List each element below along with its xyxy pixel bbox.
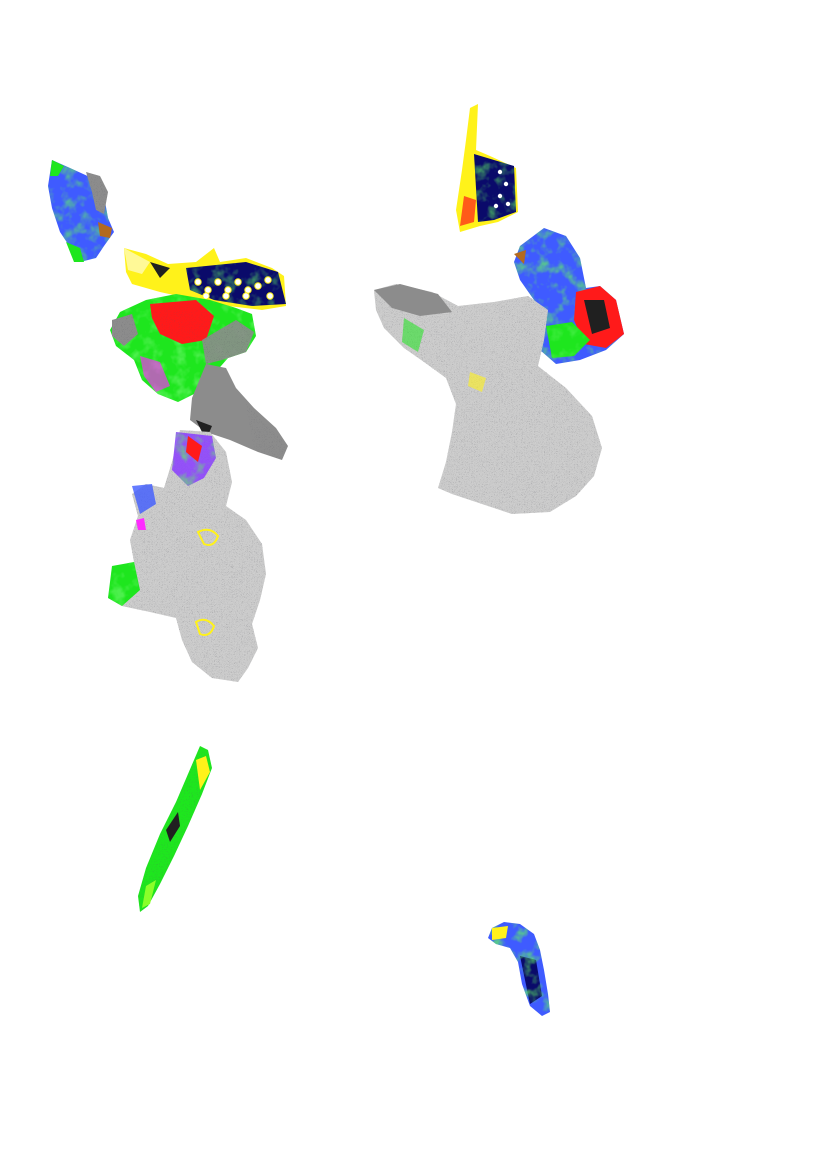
fragment-shape xyxy=(492,926,508,940)
fragment-shape xyxy=(546,322,590,358)
fragment-dot xyxy=(242,292,250,300)
fragment-shape xyxy=(460,196,476,226)
long-green-diagonal-fragment xyxy=(138,746,212,912)
fragment-shape xyxy=(132,484,156,514)
fragment-shape xyxy=(196,756,210,790)
fragment-shape xyxy=(402,318,424,352)
fragment-shape xyxy=(98,222,112,238)
fragment-shape xyxy=(86,172,108,214)
fragment-shape xyxy=(468,372,486,392)
fragment-dot xyxy=(503,181,509,187)
fragment-shape xyxy=(374,284,602,514)
fragment-dot xyxy=(214,278,222,286)
fragment-shape xyxy=(196,528,220,546)
fragment-shape xyxy=(142,880,156,908)
right-blue-red-fragment xyxy=(514,228,624,364)
fragment-dot xyxy=(505,201,511,207)
fragment-shape xyxy=(520,956,542,1004)
top-center-yellow-strip-fragment xyxy=(456,104,518,232)
fragment-shape xyxy=(150,262,170,278)
fragment-dot xyxy=(244,286,252,294)
fragment-shape xyxy=(474,154,516,222)
red-green-mass-fragment xyxy=(110,294,256,402)
fragment-dot xyxy=(194,278,202,286)
speckled-grey-large-right-fragment xyxy=(374,284,602,514)
fragment-shape xyxy=(584,300,610,334)
yellow-navy-band-fragment xyxy=(124,248,286,310)
fragment-shape xyxy=(374,284,452,316)
fragment-shape xyxy=(186,436,202,462)
fragment-dot xyxy=(497,169,503,175)
fragment-dot xyxy=(202,292,210,300)
fragment-dot xyxy=(493,203,499,209)
small-bottom-right-fragment xyxy=(488,922,550,1016)
fragment-dot xyxy=(204,286,212,294)
fragment-dot xyxy=(224,286,232,294)
fragment-shape xyxy=(194,618,216,636)
fragment-dot xyxy=(254,282,262,290)
fragment-dot xyxy=(264,276,272,284)
fragment-dot xyxy=(497,193,503,199)
grey-diagonal-fragment xyxy=(190,364,288,460)
fragment-dot xyxy=(222,292,230,300)
fragment-shape xyxy=(172,432,216,486)
top-left-blue-fragment xyxy=(48,160,114,262)
fragment-shape xyxy=(124,248,150,274)
fragment-shape xyxy=(140,356,170,392)
speckled-grey-large-left-fragment xyxy=(108,430,266,682)
fragment-shape xyxy=(246,404,288,460)
fragment-shape xyxy=(150,300,214,344)
fragment-shape xyxy=(136,518,146,530)
fragment-shape xyxy=(48,160,114,262)
fragment-shape xyxy=(50,160,64,176)
fragment-shape xyxy=(112,314,138,346)
fragment-shape xyxy=(108,562,140,606)
fragment-shape xyxy=(166,812,180,842)
fragment-shape xyxy=(202,320,254,364)
fragment-dot xyxy=(266,292,274,300)
fragment-shape xyxy=(514,250,526,264)
fragment-dot xyxy=(234,278,242,286)
fragment-shape xyxy=(66,242,84,262)
